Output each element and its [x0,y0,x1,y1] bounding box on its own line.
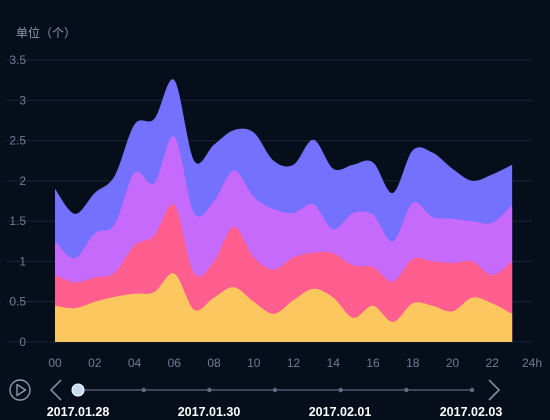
timeline-tick[interactable] [272,387,278,393]
x-tick-label: 14 [327,356,341,370]
y-tick-label: 2.5 [9,134,26,148]
timeline-tick[interactable] [338,387,343,393]
area-series-1 [55,273,513,342]
y-tick-label: 3.5 [9,53,26,67]
timeline-handle[interactable] [71,383,85,397]
x-tick-label: 12 [287,356,301,370]
timeline-tick[interactable] [404,387,409,393]
y-axis-ticks: 0 0.5 1 1.5 2 2.5 3 3.5 [9,53,26,349]
x-tick-label: 00 [48,356,62,370]
timeline-date-label[interactable]: 2017.01.30 [178,405,241,419]
x-tick-label: 20 [446,356,460,370]
timeline-date-label[interactable]: 2017.02.01 [309,405,372,419]
timeline-tick[interactable] [469,387,475,393]
x-tick-label: 08 [207,356,221,370]
timeline-date-label[interactable]: 2017.02.03 [440,405,503,419]
timeline-tick[interactable] [141,387,146,393]
y-tick-label: 2 [19,174,26,188]
area-series [55,79,513,343]
x-axis-ticks: 00 02 04 06 08 10 12 14 16 18 20 22 24h [48,356,542,370]
y-tick-label: 3 [19,93,26,107]
timeline-dates: 2017.01.28 2017.01.30 2017.02.01 2017.02.03 [47,405,503,419]
x-tick-label: 18 [406,356,420,370]
x-tick-label: 16 [366,356,380,370]
y-tick-label: 0 [19,335,26,349]
timeline-control: 2017.01.28 2017.01.30 2017.02.01 2017.02.03 [9,379,503,419]
x-tick-label: 22 [486,356,500,370]
play-icon[interactable] [9,379,31,401]
y-tick-label: 1 [19,254,26,268]
chevron-right-icon[interactable] [488,379,501,401]
y-axis-unit-label: 单位（个） [16,25,76,40]
timeline-tick[interactable] [207,387,212,393]
x-tick-label: 04 [128,356,142,370]
y-tick-label: 1.5 [9,214,26,228]
x-tick-label: 02 [88,356,102,370]
y-tick-label: 0.5 [9,295,26,309]
chevron-left-icon[interactable] [49,379,62,401]
x-tick-label: 10 [247,356,261,370]
x-tick-label: 24h [522,356,542,370]
timeline-date-label[interactable]: 2017.01.28 [47,405,110,419]
timeline-ticks [141,387,475,393]
x-tick-label: 06 [168,356,182,370]
